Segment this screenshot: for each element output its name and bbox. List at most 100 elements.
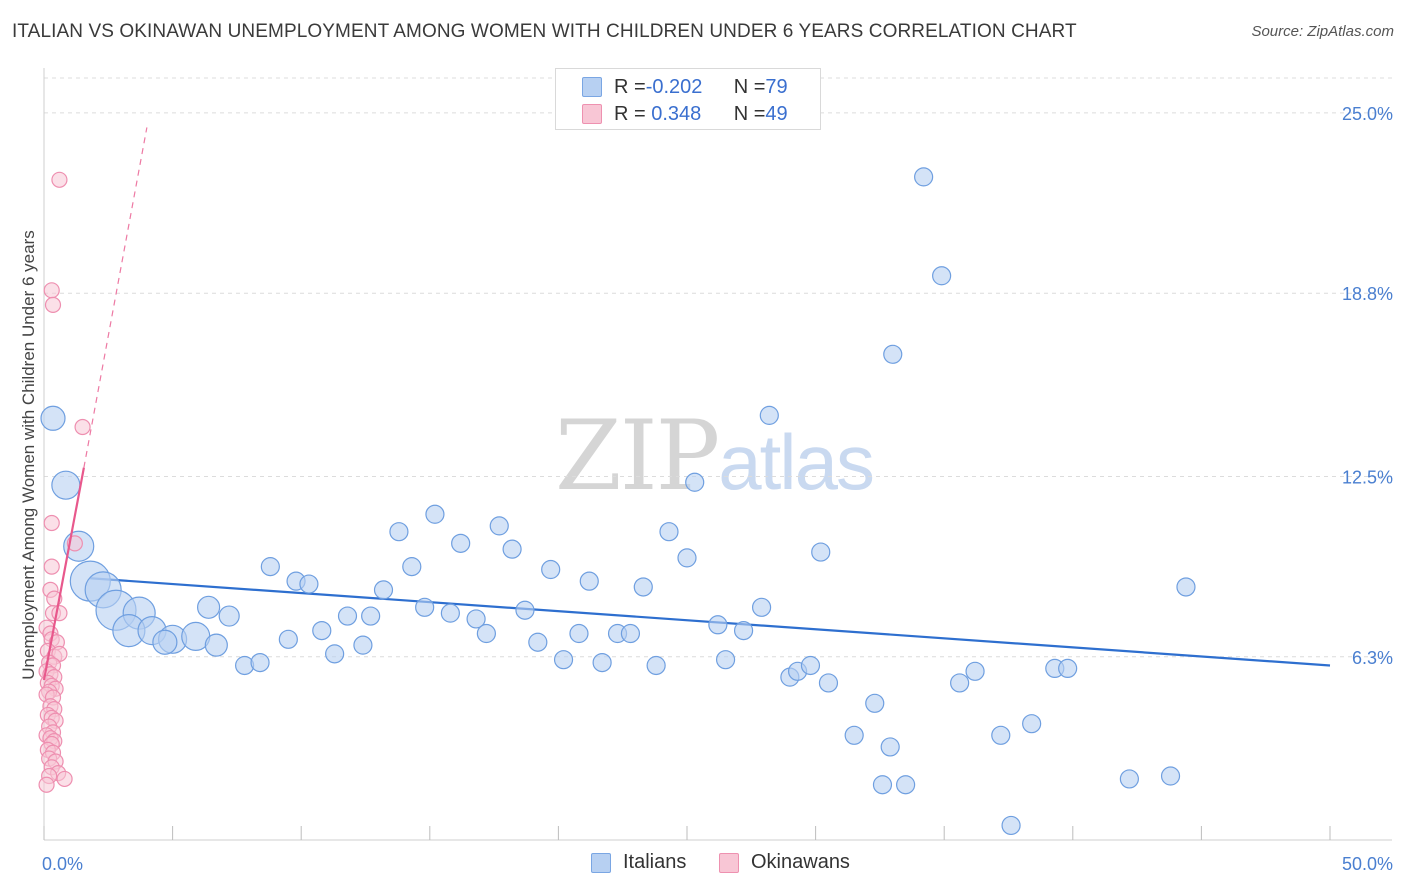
italian-point — [489, 516, 509, 536]
italian-point — [528, 632, 548, 652]
italian-point — [759, 405, 779, 425]
italian-point — [659, 522, 679, 542]
italian-point — [872, 775, 893, 795]
watermark-zip: ZIP — [555, 400, 720, 512]
italian-point — [1119, 769, 1139, 789]
italian-point — [932, 266, 952, 286]
okinawan-point — [51, 171, 68, 188]
r-value: 0.348 — [645, 102, 702, 125]
r-value: -0.202 — [645, 75, 703, 98]
italian-point — [325, 644, 345, 664]
italian-point — [402, 557, 422, 577]
italian-point — [425, 504, 445, 524]
italian-point — [1001, 815, 1021, 836]
okinawan-point — [56, 770, 73, 788]
italian-point — [1022, 714, 1042, 734]
italian-point — [312, 620, 332, 641]
correlation-legend: R = -0.202 N = 79 R = 0.348 N = 49 — [555, 68, 821, 130]
italian-point — [541, 559, 561, 580]
italian-point — [844, 725, 864, 745]
legend-label-italians: Italians — [623, 851, 687, 873]
legend-item-italians[interactable]: Italians — [591, 851, 686, 874]
italian-point — [677, 548, 697, 568]
italian-point — [646, 655, 666, 676]
italians-swatch — [582, 77, 602, 97]
italian-point — [299, 574, 319, 594]
watermark: ZIPatlas — [555, 400, 875, 512]
legend-label-okinawans: Okinawans — [751, 851, 850, 873]
italian-point — [361, 606, 381, 626]
series-legend: Italians Okinawans — [0, 851, 1406, 879]
italian-point — [914, 167, 934, 187]
tick-labels: 6.3% 12.5% 18.8% 25.0% 0.0% 50.0% Unemployment… — [19, 104, 1393, 874]
y-tick-label: 25.0% — [1342, 104, 1393, 124]
chart-title: ITALIAN VS OKINAWAN UNEMPLOYMENT AMONG W… — [12, 21, 1077, 42]
okinawans-swatch — [582, 104, 602, 124]
italian-point — [250, 652, 270, 673]
italian-point — [896, 775, 916, 795]
italian-point — [515, 600, 535, 620]
italian-point — [733, 620, 754, 641]
y-axis-title: Unemployment Among Women with Children U… — [19, 230, 38, 679]
italian-point — [51, 470, 81, 500]
italian-point — [965, 661, 985, 681]
y-tick-label: 6.3% — [1352, 648, 1393, 668]
italian-point — [991, 725, 1011, 745]
okinawan-point — [44, 296, 62, 313]
italian-point — [197, 595, 221, 619]
italian-point — [260, 557, 280, 577]
italian-point — [818, 673, 839, 693]
x-tick-label: 50.0% — [1342, 854, 1393, 874]
italian-point — [883, 344, 903, 364]
legend-row-italians: R = -0.202 N = 79 — [582, 74, 788, 100]
italian-point — [389, 522, 409, 542]
gridlines — [44, 77, 1392, 658]
italian-point — [592, 652, 612, 673]
r-label: R = — [614, 75, 646, 98]
okinawans-trend-extension — [83, 127, 148, 468]
y-tick-label: 18.8% — [1342, 284, 1393, 304]
okinawans-points — [38, 127, 148, 793]
italian-point — [579, 571, 599, 591]
okinawan-point — [51, 605, 68, 622]
okinawan-point — [43, 514, 60, 532]
italian-point — [415, 597, 435, 617]
axes — [43, 68, 1392, 841]
italian-point — [865, 693, 885, 713]
italians-points — [40, 167, 1196, 836]
italian-point — [715, 650, 736, 670]
italian-point — [1058, 658, 1078, 679]
italian-point — [880, 737, 900, 757]
italian-point — [569, 623, 589, 644]
watermark-atlas: atlas — [718, 418, 875, 506]
italian-point — [278, 629, 298, 649]
italian-point — [708, 615, 728, 635]
italian-point — [1176, 577, 1196, 597]
italian-point — [353, 635, 373, 655]
italian-point — [633, 577, 653, 597]
okinawan-point — [38, 776, 55, 793]
italian-point — [451, 533, 471, 553]
italian-point — [476, 623, 496, 644]
italian-point — [466, 609, 486, 629]
okinawan-point — [43, 558, 60, 575]
italian-point — [152, 629, 178, 655]
okinawan-point — [74, 418, 91, 436]
italian-point — [553, 650, 574, 670]
italian-point — [751, 597, 772, 617]
italian-point — [502, 539, 522, 559]
okinawans-trend-line — [42, 467, 85, 681]
okinawan-point — [43, 282, 60, 299]
italian-point — [373, 580, 394, 600]
x-tick-label: 0.0% — [42, 854, 83, 874]
italian-point — [337, 606, 358, 626]
italian-point — [440, 603, 460, 623]
italian-point — [1160, 766, 1181, 786]
italians-swatch — [591, 852, 611, 873]
legend-item-okinawans[interactable]: Okinawans — [719, 851, 850, 874]
italian-point — [685, 472, 705, 492]
italian-point — [811, 542, 831, 562]
y-tick-label: 12.5% — [1342, 467, 1393, 487]
source-label: Source: ZipAtlas.com — [1251, 23, 1394, 40]
